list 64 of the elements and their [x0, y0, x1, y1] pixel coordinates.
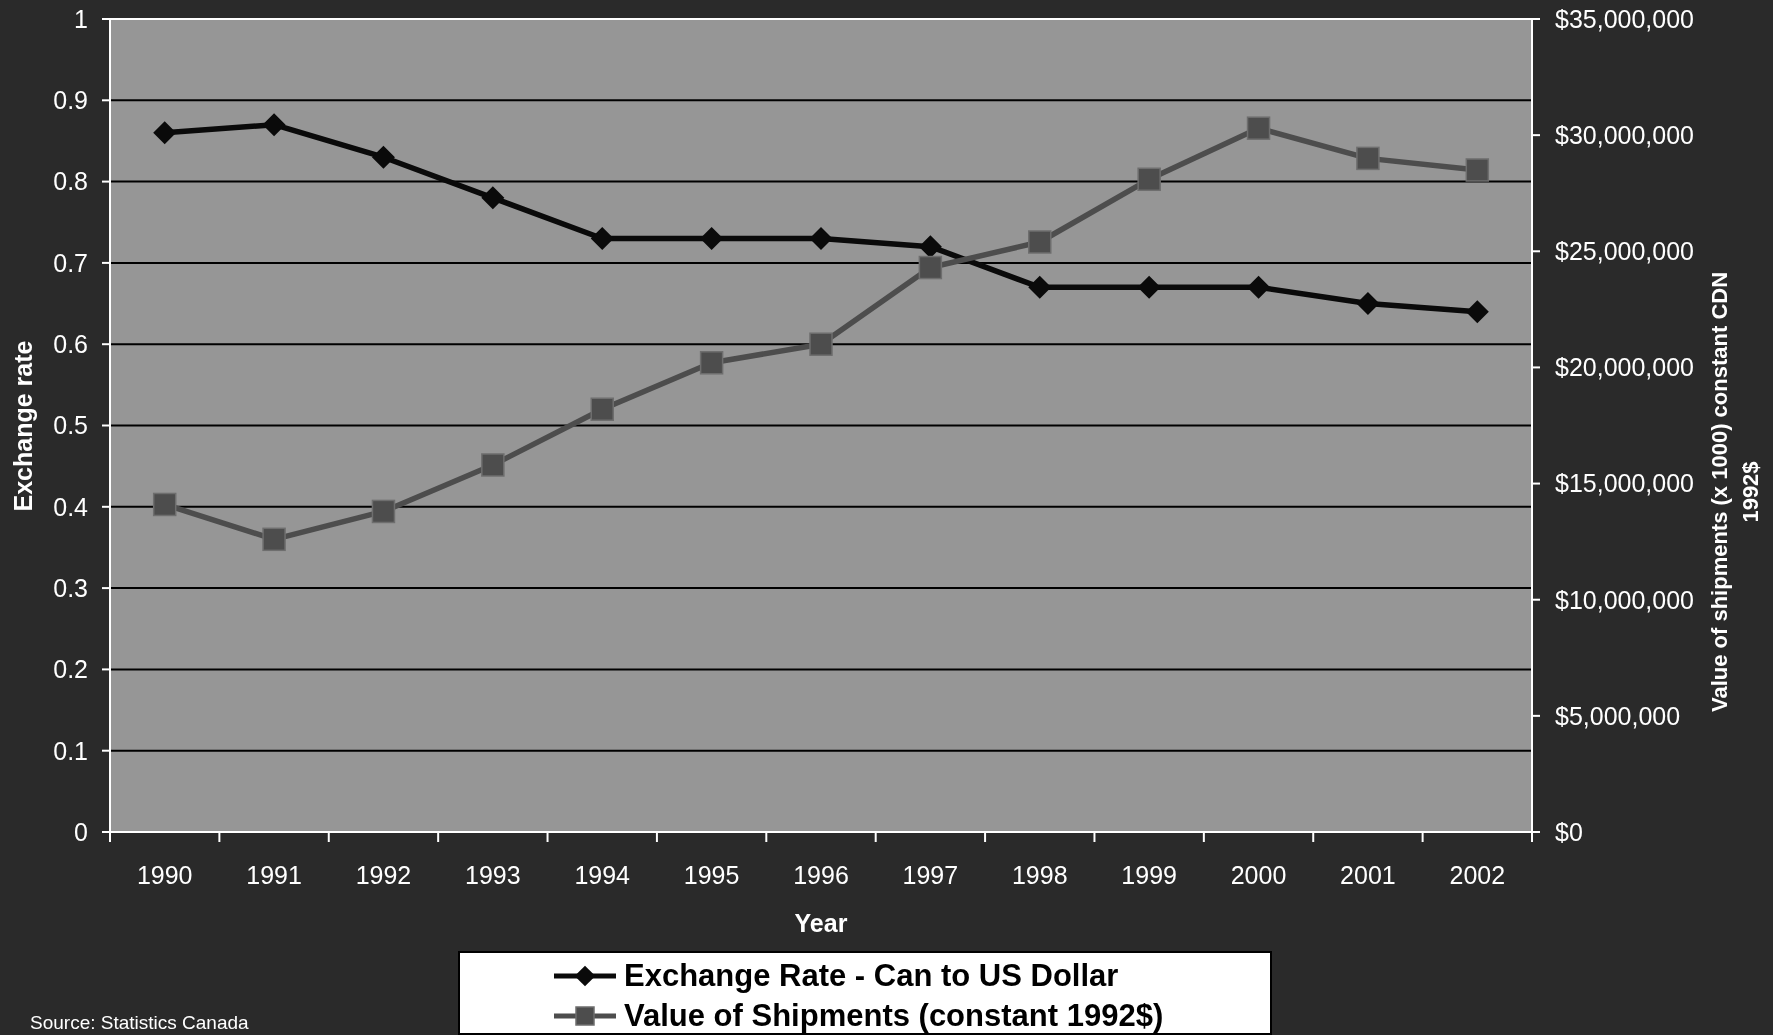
legend-label: Value of Shipments (constant 1992$) [624, 998, 1164, 1034]
point [809, 227, 833, 251]
point [371, 145, 395, 169]
y2-tick-label: $30,000,000 [1555, 121, 1695, 150]
y-tick-label: 0.5 [53, 411, 88, 440]
x-tick-label: 2001 [1340, 861, 1396, 889]
y-tick-label: 0.3 [53, 573, 88, 602]
legend-label: Exchange Rate - Can to US Dollar [624, 958, 1119, 994]
y2-tick-label: $20,000,000 [1555, 353, 1695, 382]
source-note: Source: Statistics Canada [30, 1012, 249, 1034]
point [1028, 275, 1052, 299]
y-tick-label: 0.4 [53, 492, 89, 521]
point [1246, 116, 1271, 140]
point [700, 227, 724, 251]
point [152, 492, 177, 517]
y2-tick-label: $5,000,000 [1555, 701, 1681, 730]
point [1028, 230, 1052, 254]
point [1247, 275, 1271, 299]
point [481, 186, 505, 210]
y2-tick-label: $25,000,000 [1555, 237, 1695, 266]
x-tick-label: 1993 [465, 861, 521, 889]
point [1137, 275, 1161, 299]
x-tick-label: 1998 [1011, 861, 1068, 889]
point [1465, 158, 1490, 182]
y2-tick-label: $35,000,000 [1555, 4, 1695, 33]
y-tick-label: 0.6 [53, 330, 88, 359]
point [1137, 167, 1161, 192]
point [371, 499, 396, 524]
y-tick-label: 0.2 [53, 655, 88, 684]
y2-tick-label: $0 [1555, 817, 1583, 846]
point [590, 397, 614, 421]
x-axis-title: Year [793, 909, 849, 938]
y2-tick-label: $15,000,000 [1555, 469, 1695, 498]
y-tick-label: 0.8 [53, 167, 88, 196]
x-tick-label: 1990 [136, 861, 193, 889]
x-tick-label: 2000 [1230, 861, 1287, 889]
x-tick-label: 1999 [1121, 861, 1177, 889]
y-axis-title: Exchange rate [7, 340, 38, 511]
point [1356, 292, 1380, 316]
point [918, 235, 942, 259]
y-tick-label: 0 [74, 817, 88, 846]
point [590, 227, 614, 251]
point [699, 351, 724, 375]
x-tick-label: 1991 [246, 861, 302, 889]
point [1465, 300, 1489, 324]
point [262, 113, 286, 137]
point [809, 332, 833, 356]
x-tick-label: 1992 [355, 861, 412, 889]
y-tick-label: 0.7 [53, 248, 88, 277]
y2-axis-title: Value of shipments (x 1000) constant CDN 1992$ [1706, 270, 1764, 715]
x-tick-label: 1994 [574, 861, 631, 889]
y-tick-label: 1 [74, 4, 88, 33]
y-tick-label: 0.1 [53, 736, 88, 765]
point [918, 255, 943, 280]
y-tick-label: 0.9 [53, 86, 88, 115]
x-tick-label: 1997 [902, 861, 959, 889]
point [153, 121, 177, 145]
point [262, 527, 286, 552]
point [481, 453, 505, 477]
x-tick-label: 2002 [1449, 861, 1506, 889]
x-tick-label: 1996 [793, 861, 849, 889]
y2-tick-label: $10,000,000 [1555, 585, 1695, 614]
point [1356, 146, 1380, 171]
x-tick-label: 1995 [683, 861, 740, 889]
